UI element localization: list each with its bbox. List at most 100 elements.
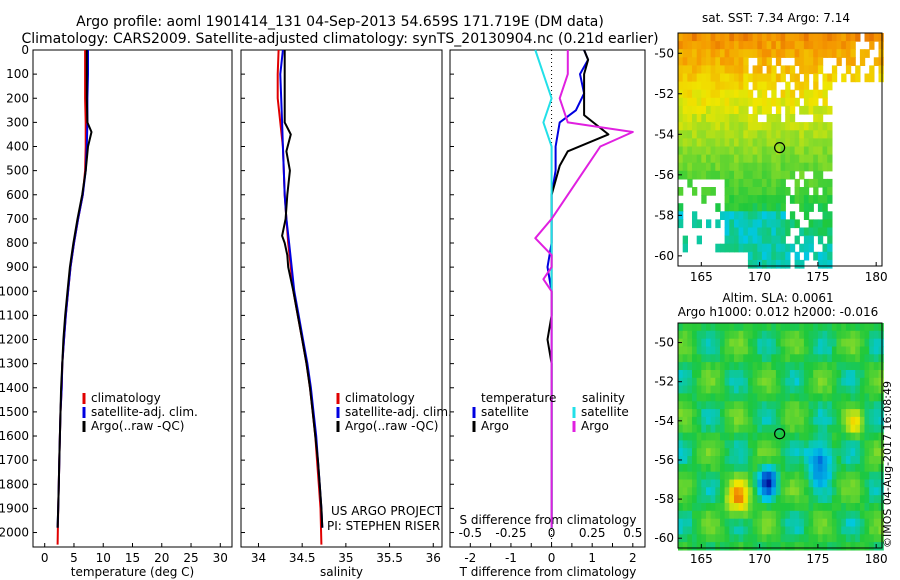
map-cell: [678, 330, 684, 340]
map-cell: [808, 97, 814, 107]
map-cell: [692, 73, 698, 83]
map-cell: [803, 251, 810, 261]
map-cell: [822, 105, 828, 115]
map-cell: [757, 432, 763, 441]
map-cell: [789, 346, 796, 355]
map-cell: [715, 424, 721, 434]
map-cell: [873, 401, 880, 410]
map-cell: [799, 187, 805, 196]
map-cell: [813, 33, 819, 42]
map-cell: [789, 89, 796, 99]
map-cell: [710, 33, 716, 42]
map-cell: [710, 122, 716, 131]
map-cell: [710, 114, 716, 123]
map-cell: [761, 195, 768, 204]
map-cell: [720, 463, 726, 473]
map-cell: [836, 323, 842, 332]
map-cell: [822, 130, 828, 139]
map-cell: [794, 362, 800, 371]
map-cell: [775, 362, 782, 371]
map-cell: [738, 138, 744, 148]
map-cell: [710, 138, 716, 148]
map-cell: [831, 338, 838, 348]
map-cell: [692, 211, 698, 220]
map-cell: [878, 41, 884, 50]
map-cell: [757, 97, 763, 107]
map-cell: [869, 463, 875, 473]
map-cell: [682, 432, 688, 441]
legend-temperature-title: temperature: [481, 391, 556, 405]
map-cell: [813, 65, 819, 75]
map-cell: [771, 251, 777, 261]
map-cell: [850, 440, 856, 449]
map-cell: [696, 33, 702, 42]
map-cell: [803, 330, 810, 340]
map-cell: [734, 41, 740, 50]
map-cell: [706, 362, 712, 371]
map-cell: [785, 154, 791, 164]
map-cell: [743, 542, 749, 551]
map-cell: [692, 424, 698, 434]
map-cell: [855, 432, 861, 441]
map-cell: [817, 154, 824, 164]
map-cell: [845, 65, 852, 75]
map-cell: [869, 354, 875, 363]
map-cell: [785, 323, 791, 332]
map-cell: [766, 338, 772, 348]
map-cell: [724, 424, 730, 434]
map-cell: [701, 138, 707, 148]
map-cell: [873, 534, 880, 543]
map-cell: [799, 195, 805, 204]
map-cell: [724, 370, 730, 379]
map-cell: [761, 219, 768, 229]
map-cell: [738, 510, 744, 520]
map-cell: [775, 33, 782, 42]
map-cell: [729, 432, 735, 441]
map-cell: [706, 89, 712, 99]
map-cell: [734, 479, 740, 488]
map-cell: [710, 187, 716, 196]
map-cell: [813, 393, 819, 402]
map-cell: [775, 219, 782, 229]
map-cell: [687, 463, 693, 473]
map-cell: [780, 456, 786, 465]
map-cell: [799, 370, 805, 379]
map-cell: [789, 33, 796, 42]
map-cell: [822, 518, 828, 528]
map-cell: [789, 471, 796, 481]
map-cell: [678, 518, 684, 528]
map-cell: [720, 510, 726, 520]
map-cell: [813, 526, 819, 535]
map-cell: [687, 377, 693, 387]
map-cell: [706, 170, 712, 180]
map-cell: [775, 114, 782, 123]
map-cell: [724, 463, 730, 473]
x-tick-label-T: 2: [629, 551, 637, 565]
map-cell: [738, 146, 744, 156]
map-cell: [785, 479, 791, 488]
map-cell: [734, 416, 740, 426]
map-cell: [859, 432, 866, 441]
map-cell: [827, 338, 833, 348]
map-cell: [720, 487, 726, 496]
map-cell: [752, 346, 758, 355]
map-cell: [850, 73, 856, 83]
map-cell: [724, 518, 730, 528]
map-cell: [710, 146, 716, 156]
map-cell: [841, 448, 847, 457]
map-cell: [813, 195, 819, 204]
map-cell: [687, 178, 693, 188]
map-cell: [808, 432, 814, 441]
map-cell: [761, 479, 768, 488]
map-cell: [827, 432, 833, 441]
map-cell: [775, 393, 782, 402]
map-cell: [692, 362, 698, 371]
map-cell: [794, 97, 800, 107]
map-cell: [734, 526, 740, 535]
map-cell: [836, 57, 842, 66]
map-cell: [841, 542, 847, 551]
map-cell: [822, 243, 828, 253]
map-cell: [789, 65, 796, 75]
map-cell: [724, 97, 730, 107]
map-cell: [752, 203, 758, 212]
